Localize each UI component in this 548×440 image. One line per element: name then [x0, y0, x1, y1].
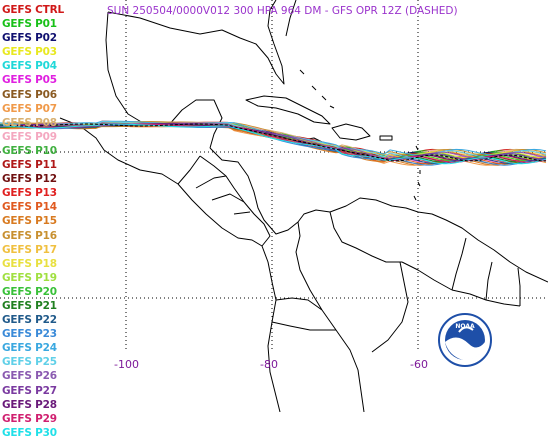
- legend-entry: GEFS P23: [2, 328, 57, 341]
- legend-entry: GEFS P04: [2, 60, 57, 73]
- longitude-label-80w: -80: [260, 358, 278, 371]
- south-america-coast: [297, 197, 548, 283]
- legend-entry: GEFS P03: [2, 46, 57, 59]
- noaa-logo: NOAA: [438, 313, 492, 367]
- legend-entry: GEFS P27: [2, 384, 57, 397]
- gridlines: [0, 0, 548, 352]
- legend-entry: GEFS P19: [2, 271, 57, 284]
- legend-entry: GEFS P09: [2, 130, 57, 143]
- central-america-coast: [177, 155, 271, 247]
- legend-entry: GEFS CTRL: [2, 4, 65, 16]
- cuba-island: [245, 95, 331, 125]
- longitude-label-60w: -60: [410, 358, 428, 371]
- noaa-logo-gull: [458, 326, 474, 333]
- border-line: [211, 193, 245, 203]
- legend-entry: GEFS P06: [2, 88, 57, 101]
- legend-entry: GEFS P26: [2, 370, 57, 383]
- border-line: [451, 237, 467, 291]
- border-line: [485, 261, 493, 301]
- map-plot: NOAA: [0, 0, 548, 412]
- ensemble-member-line: [0, 123, 547, 162]
- legend-entry: GEFS P12: [2, 173, 57, 186]
- noaa-logo-text: NOAA: [455, 323, 475, 330]
- legend-entry: GEFS P16: [2, 229, 57, 242]
- border-line: [177, 155, 201, 185]
- border-line: [271, 321, 336, 331]
- us-gulf-coast: [107, 0, 285, 85]
- us-atlantic-coast: [285, 0, 297, 37]
- legend-entry: GEFS P22: [2, 314, 57, 327]
- longitude-label-100w: -100: [114, 358, 139, 371]
- legend-entry: GEFS P14: [2, 201, 57, 214]
- ensemble-lines: [0, 120, 547, 166]
- legend-entry: GEFS P15: [2, 215, 57, 228]
- bahamas-islands: [299, 69, 335, 109]
- legend-entry: GEFS P20: [2, 285, 57, 298]
- border-line: [233, 211, 251, 215]
- legend-entry: GEFS P13: [2, 187, 57, 200]
- legend-entry: GEFS P17: [2, 243, 57, 256]
- legend-entry: GEFS P21: [2, 299, 57, 312]
- legend-entry: GEFS P01: [2, 18, 57, 31]
- legend-entry: GEFS P11: [2, 159, 57, 172]
- legend-entry: GEFS P25: [2, 356, 57, 369]
- legend-entry: GEFS P29: [2, 412, 57, 425]
- border-line: [517, 267, 521, 306]
- legend-entry: GEFS P10: [2, 144, 57, 157]
- legend-entry: GEFS P02: [2, 32, 57, 45]
- gfs-operational-dashed-line: [0, 123, 547, 162]
- legend-entry: GEFS P24: [2, 342, 57, 355]
- border-line: [275, 297, 323, 311]
- border-line: [401, 261, 453, 291]
- legend-entry: GEFS P28: [2, 398, 57, 411]
- legend-entry: GEFS P18: [2, 257, 57, 270]
- puerto-rico-island: [379, 135, 393, 141]
- border-line: [295, 221, 365, 412]
- hispaniola-island: [331, 123, 371, 141]
- legend-entry: GEFS P07: [2, 102, 57, 115]
- legend-entry: GEFS P30: [2, 426, 57, 439]
- ensemble-member-line: [0, 123, 547, 162]
- ensemble-legend: GEFS CTRL GEFS P01 GEFS P02 GEFS P03 GEFS P0…: [2, 3, 64, 440]
- noaa-logo-wave: [445, 337, 485, 361]
- south-america-pacific-coast: [261, 245, 281, 412]
- legend-entry: GEFS P05: [2, 74, 57, 87]
- border-line: [329, 211, 402, 263]
- ensemble-member-line: [0, 123, 547, 165]
- central-america-east-coast: [209, 147, 299, 235]
- border-line: [371, 261, 409, 353]
- legend-entry: GEFS P08: [2, 116, 57, 129]
- map-title: SUN 250504/0000V012 300 HPA 964 DM - GFS…: [107, 5, 458, 17]
- border-line: [195, 175, 227, 189]
